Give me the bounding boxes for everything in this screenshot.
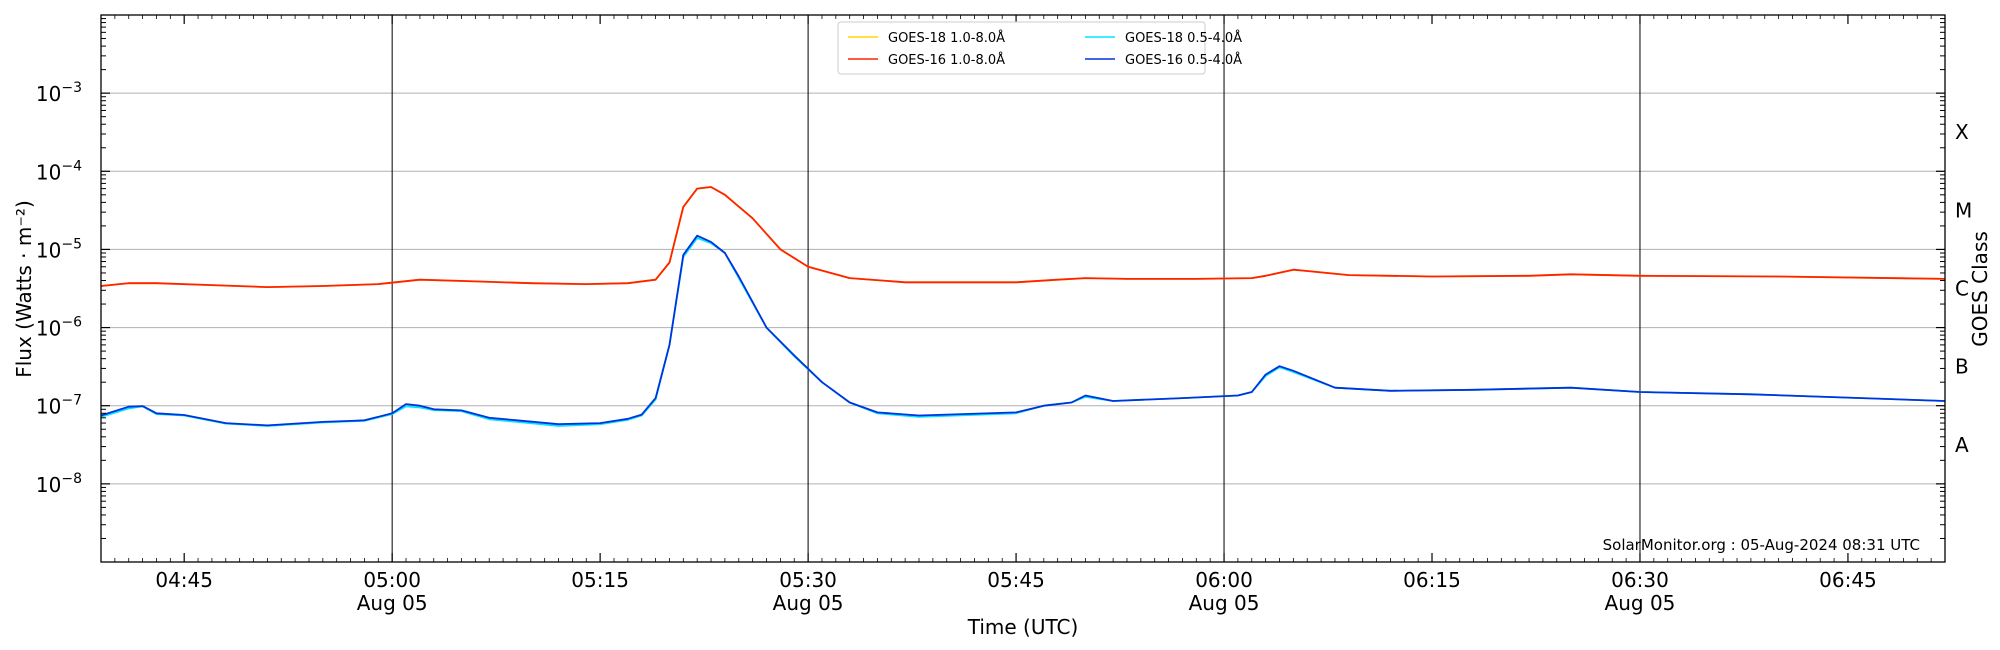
y-tick-label: 10−8 [36,471,82,497]
x-tick-label: 05:15 [571,568,629,592]
goes-class-label: A [1955,433,1969,457]
goes-class-labels: X M C B A [1955,120,1972,457]
goes-class-label: B [1955,355,1969,379]
series-layer [100,186,1946,427]
ticks-layer [100,15,1946,562]
legend-label: GOES-16 0.5-4.0Å [1125,52,1242,68]
legend-label: GOES-16 1.0-8.0Å [888,52,1005,68]
series-line-1 [100,186,1946,289]
right-axis-label: GOES Class [1968,231,1992,347]
y-tick-label: 10−4 [36,158,82,184]
y-tick-labels: 10−3 10−4 10−5 10−6 10−7 10−8 [36,80,82,497]
x-axis-label: Time (UTC) [967,615,1079,639]
x-tick-label: 06:30 [1611,568,1669,592]
x-tick-date-label: Aug 05 [773,591,844,615]
legend: GOES-18 1.0-8.0Å GOES-16 1.0-8.0Å GOES-18 … [837,21,1242,75]
goes-class-label: M [1955,198,1972,222]
series-line-3 [100,237,1946,427]
legend-entries: GOES-18 1.0-8.0Å GOES-16 1.0-8.0Å GOES-18 … [848,30,1242,68]
x-tick-date-label: Aug 05 [1605,591,1676,615]
grid-layer [101,15,1945,562]
plot-frame [100,14,1946,563]
y-tick-label: 10−7 [36,393,82,419]
x-tick-label: 05:45 [987,568,1045,592]
x-tick-date-label: Aug 05 [357,591,428,615]
y-tick-label: 10−5 [36,236,82,262]
credit-text: SolarMonitor.org : 05-Aug-2024 08:31 UTC [1603,536,1920,554]
legend-label: GOES-18 1.0-8.0Å [888,30,1005,46]
legend-box [837,21,1206,75]
series-line-4 [100,234,1946,427]
series-line-2 [100,186,1946,289]
legend-label: GOES-18 0.5-4.0Å [1125,30,1242,46]
x-tick-label: 05:30 [779,568,837,592]
goes-class-label: X [1955,120,1969,144]
x-tick-label: 06:00 [1195,568,1253,592]
x-tick-date-label: Aug 05 [1189,591,1260,615]
x-tick-label: 05:00 [363,568,421,592]
goes-class-label: C [1955,277,1969,301]
y-axis-label: Flux (Watts · m⁻²) [12,200,36,378]
x-tick-label: 06:15 [1403,568,1461,592]
y-tick-label: 10−6 [36,315,82,341]
x-tick-label: 04:45 [155,568,213,592]
x-tick-label: 06:45 [1819,568,1877,592]
y-tick-label: 10−3 [36,80,82,106]
